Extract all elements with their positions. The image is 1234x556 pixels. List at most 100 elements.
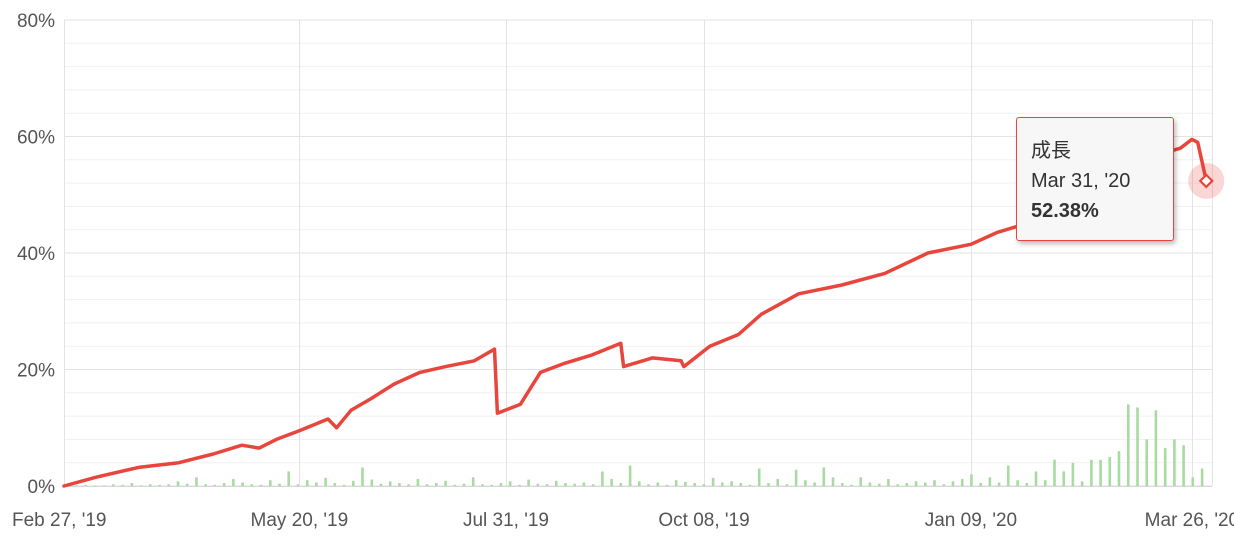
volume-bar bbox=[1108, 456, 1112, 486]
volume-bar bbox=[1016, 480, 1019, 486]
volume-bar bbox=[370, 479, 374, 486]
volume-bar bbox=[425, 484, 429, 486]
volume-bar bbox=[1090, 459, 1093, 486]
volume-bar bbox=[1154, 410, 1158, 486]
tooltip-date: Mar 31, '20 bbox=[1031, 170, 1131, 192]
volume-bar bbox=[628, 465, 632, 486]
volume-bar bbox=[213, 484, 217, 486]
volume-bar bbox=[887, 479, 890, 486]
volume-bar bbox=[158, 484, 161, 486]
volume-bar bbox=[149, 484, 152, 486]
volume-bar bbox=[1145, 439, 1148, 486]
volume-bar bbox=[1163, 448, 1167, 486]
volume-bar bbox=[859, 477, 862, 486]
volume-bar bbox=[296, 484, 300, 486]
volume-bar bbox=[794, 469, 798, 486]
hover-marker[interactable] bbox=[1188, 162, 1225, 199]
volume-bar bbox=[407, 484, 410, 486]
volume-bar bbox=[112, 484, 115, 486]
y-tick-label: 80% bbox=[17, 11, 55, 32]
x-tick-label: Feb 27, '19 bbox=[12, 510, 106, 531]
volume-bar bbox=[582, 482, 586, 486]
volume-bars bbox=[66, 404, 1204, 486]
volume-bar bbox=[287, 471, 290, 486]
grid bbox=[64, 19, 1213, 487]
volume-bar bbox=[757, 468, 761, 486]
volume-bar bbox=[518, 484, 521, 486]
volume-bar bbox=[850, 484, 853, 486]
volume-bar bbox=[222, 483, 226, 486]
volume-bar bbox=[960, 479, 964, 486]
volume-bar bbox=[601, 471, 604, 486]
volume-bar bbox=[508, 481, 512, 486]
volume-bar bbox=[176, 481, 180, 486]
volume-bar bbox=[471, 477, 475, 486]
volume-bar bbox=[490, 484, 493, 486]
volume-bar bbox=[1136, 407, 1139, 486]
tooltip-series-name: 成長 bbox=[1031, 140, 1071, 162]
x-tick-label: May 20, '19 bbox=[251, 510, 349, 531]
volume-bar bbox=[204, 484, 207, 486]
volume-bar bbox=[1173, 439, 1176, 486]
volume-bar bbox=[139, 485, 143, 486]
volume-bar bbox=[997, 482, 1001, 486]
volume-bar bbox=[250, 484, 254, 486]
volume-bar bbox=[379, 483, 383, 486]
volume-bar bbox=[988, 477, 992, 486]
volume-bar bbox=[1127, 404, 1130, 486]
volume-bar bbox=[822, 467, 826, 486]
volume-bar bbox=[342, 484, 346, 486]
volume-bar bbox=[130, 483, 134, 486]
volume-bar bbox=[481, 484, 484, 486]
volume-bar bbox=[748, 484, 752, 486]
volume-bar bbox=[305, 480, 309, 486]
volume-bar bbox=[121, 484, 124, 486]
volume-bar bbox=[813, 482, 816, 486]
x-tick-label: Oct 08, '19 bbox=[658, 510, 749, 531]
volume-bar bbox=[674, 480, 678, 486]
volume-bar bbox=[269, 480, 272, 486]
volume-bar bbox=[896, 484, 899, 486]
volume-bar bbox=[388, 481, 392, 486]
volume-bar bbox=[444, 480, 447, 486]
volume-bar bbox=[84, 484, 88, 486]
volume-bar bbox=[462, 483, 466, 486]
y-tick-label: 20% bbox=[17, 361, 55, 382]
volume-bar bbox=[1034, 471, 1038, 486]
volume-bar bbox=[933, 480, 936, 486]
volume-bar bbox=[841, 483, 844, 486]
volume-bar bbox=[545, 484, 549, 486]
tooltip-value: 52.38% bbox=[1031, 200, 1099, 222]
volume-bar bbox=[1043, 480, 1047, 486]
y-axis: 0% 20% 40% 60% 80% bbox=[17, 11, 55, 498]
volume-bar bbox=[1071, 462, 1075, 486]
x-tick-label: Mar 26, '20 bbox=[1145, 510, 1234, 531]
volume-bar bbox=[564, 483, 567, 486]
volume-bar bbox=[1099, 459, 1102, 486]
volume-bar bbox=[1007, 465, 1010, 486]
volume-bar bbox=[555, 480, 558, 486]
volume-bar bbox=[979, 483, 982, 486]
volume-bar bbox=[1080, 481, 1084, 486]
x-tick-label: Jan 09, '20 bbox=[925, 510, 1017, 531]
volume-bar bbox=[776, 479, 779, 486]
volume-bar bbox=[1182, 445, 1185, 486]
volume-bar bbox=[259, 484, 263, 486]
y-tick-label: 0% bbox=[28, 477, 56, 498]
volume-bar bbox=[647, 484, 650, 486]
volume-bar bbox=[905, 483, 909, 486]
volume-bar bbox=[656, 482, 660, 486]
chart-tooltip: 成長 Mar 31, '20 52.38% bbox=[1016, 117, 1174, 241]
volume-bar bbox=[278, 483, 281, 486]
volume-bar bbox=[185, 483, 189, 486]
volume-bar bbox=[711, 477, 715, 486]
volume-bar bbox=[924, 482, 927, 486]
volume-bar bbox=[942, 484, 946, 486]
volume-bar bbox=[333, 483, 337, 486]
volume-bar bbox=[416, 479, 420, 486]
volume-bar bbox=[573, 483, 576, 486]
volume-bar bbox=[831, 477, 835, 486]
volume-bar bbox=[739, 483, 743, 486]
